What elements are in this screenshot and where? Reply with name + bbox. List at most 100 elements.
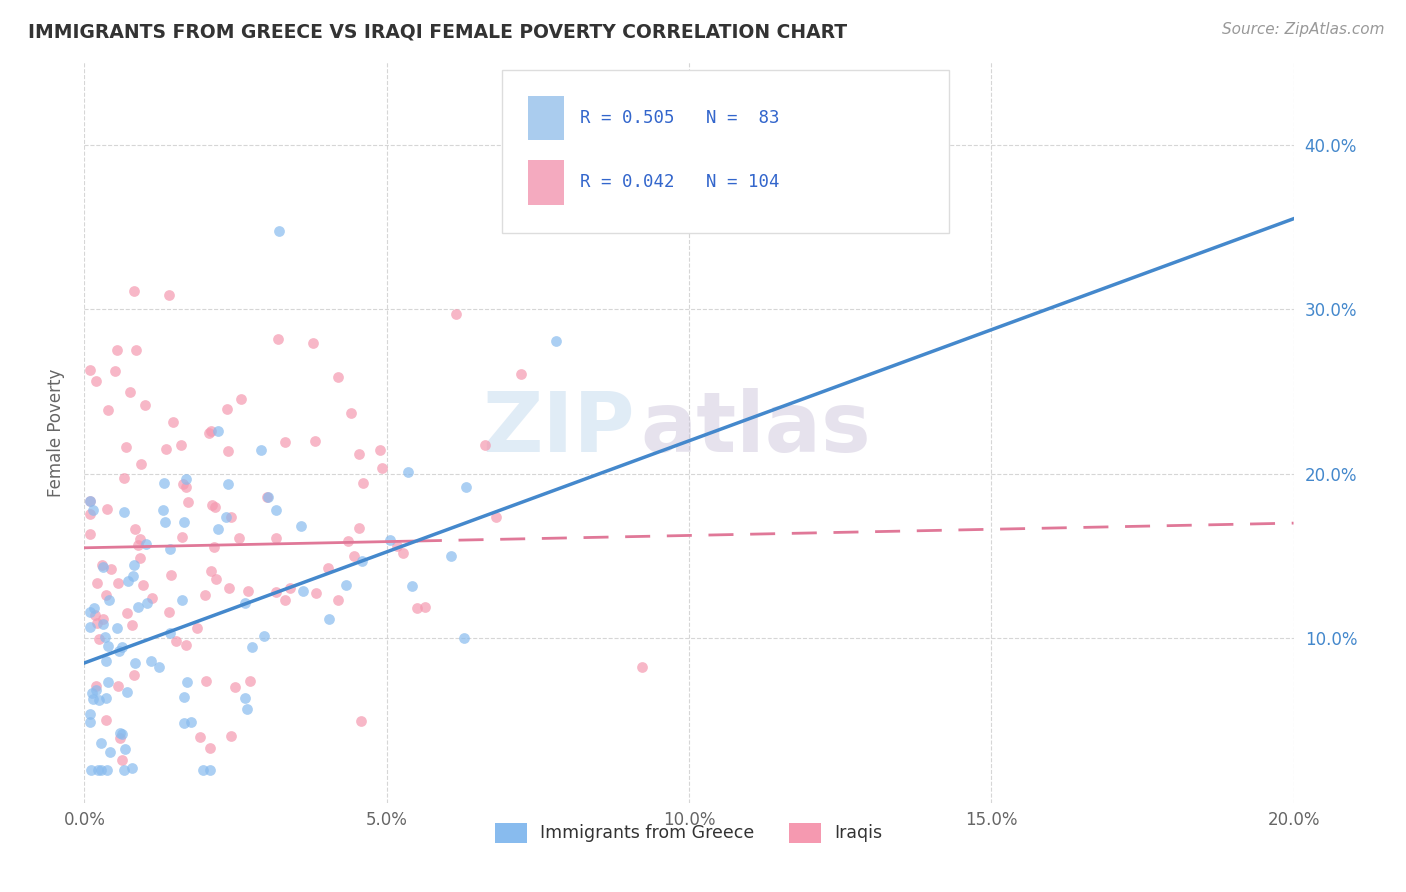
Point <box>349 446 371 460</box>
Point <box>202 540 225 554</box>
Point <box>201 498 224 512</box>
Point <box>153 476 176 491</box>
Point <box>148 659 170 673</box>
FancyBboxPatch shape <box>529 95 564 140</box>
Point <box>82 502 104 516</box>
Point <box>304 434 326 449</box>
Point <box>350 714 373 728</box>
Point <box>228 531 250 545</box>
Point <box>173 715 195 730</box>
Point <box>155 442 177 456</box>
Point <box>207 425 229 439</box>
Point <box>124 522 146 536</box>
Point <box>392 546 415 560</box>
Point <box>349 521 371 535</box>
Point <box>173 690 195 704</box>
Point <box>292 583 315 598</box>
Point <box>274 592 297 607</box>
Point <box>326 369 349 384</box>
Point <box>278 581 301 595</box>
Point <box>79 493 101 508</box>
Point <box>155 515 177 529</box>
Point <box>165 634 187 648</box>
Point <box>267 224 290 238</box>
Point <box>127 599 149 614</box>
Point <box>235 690 257 705</box>
Point <box>253 629 276 643</box>
Point <box>79 605 101 619</box>
Point <box>125 343 148 357</box>
Point <box>176 675 198 690</box>
FancyBboxPatch shape <box>529 161 564 204</box>
Point <box>160 568 183 582</box>
Point <box>240 640 263 654</box>
Point <box>96 501 118 516</box>
Point <box>110 725 132 739</box>
Point <box>180 714 202 729</box>
Point <box>170 592 193 607</box>
Point <box>124 656 146 670</box>
Point <box>385 539 408 553</box>
Point <box>79 493 101 508</box>
Point <box>90 763 112 777</box>
Point <box>326 592 349 607</box>
Point <box>235 702 257 716</box>
Point <box>107 679 129 693</box>
Point <box>350 553 373 567</box>
Point <box>229 392 252 406</box>
Point <box>484 510 506 524</box>
Point <box>79 620 101 634</box>
Point <box>98 745 121 759</box>
Point <box>121 569 143 583</box>
Text: R = 0.505   N =  83: R = 0.505 N = 83 <box>581 109 779 127</box>
Point <box>97 593 120 607</box>
Point <box>204 500 226 514</box>
Point <box>122 558 145 573</box>
Point <box>224 680 246 694</box>
Point <box>97 675 120 690</box>
Point <box>177 495 200 509</box>
Point <box>337 533 360 548</box>
Point <box>510 367 533 381</box>
Point <box>111 753 134 767</box>
Point <box>318 561 340 575</box>
Point <box>172 530 194 544</box>
Point <box>127 538 149 552</box>
Point <box>198 763 221 777</box>
Point <box>141 591 163 606</box>
Point <box>111 640 134 655</box>
Point <box>217 444 239 458</box>
FancyBboxPatch shape <box>502 70 949 233</box>
Point <box>219 730 242 744</box>
Point <box>440 549 463 563</box>
Point <box>453 631 475 645</box>
Point <box>368 443 391 458</box>
Text: R = 0.042   N = 104: R = 0.042 N = 104 <box>581 173 779 192</box>
Point <box>176 480 198 494</box>
Point <box>84 679 107 693</box>
Point <box>79 507 101 521</box>
Point <box>446 307 468 321</box>
Point <box>91 558 114 572</box>
Text: Source: ZipAtlas.com: Source: ZipAtlas.com <box>1222 22 1385 37</box>
Point <box>91 612 114 626</box>
Point <box>318 612 340 626</box>
Point <box>121 761 143 775</box>
Point <box>84 683 107 698</box>
Point <box>84 607 107 622</box>
Point <box>91 617 114 632</box>
Point <box>406 601 429 615</box>
Point <box>131 457 153 471</box>
Point <box>352 476 374 491</box>
Point <box>79 527 101 541</box>
Point <box>188 730 211 744</box>
Point <box>115 441 138 455</box>
Point <box>219 509 242 524</box>
Point <box>110 731 132 746</box>
Point <box>415 599 437 614</box>
Point <box>83 601 105 615</box>
Point <box>79 715 101 730</box>
Point <box>239 674 262 689</box>
Point <box>128 550 150 565</box>
Point <box>194 588 217 602</box>
